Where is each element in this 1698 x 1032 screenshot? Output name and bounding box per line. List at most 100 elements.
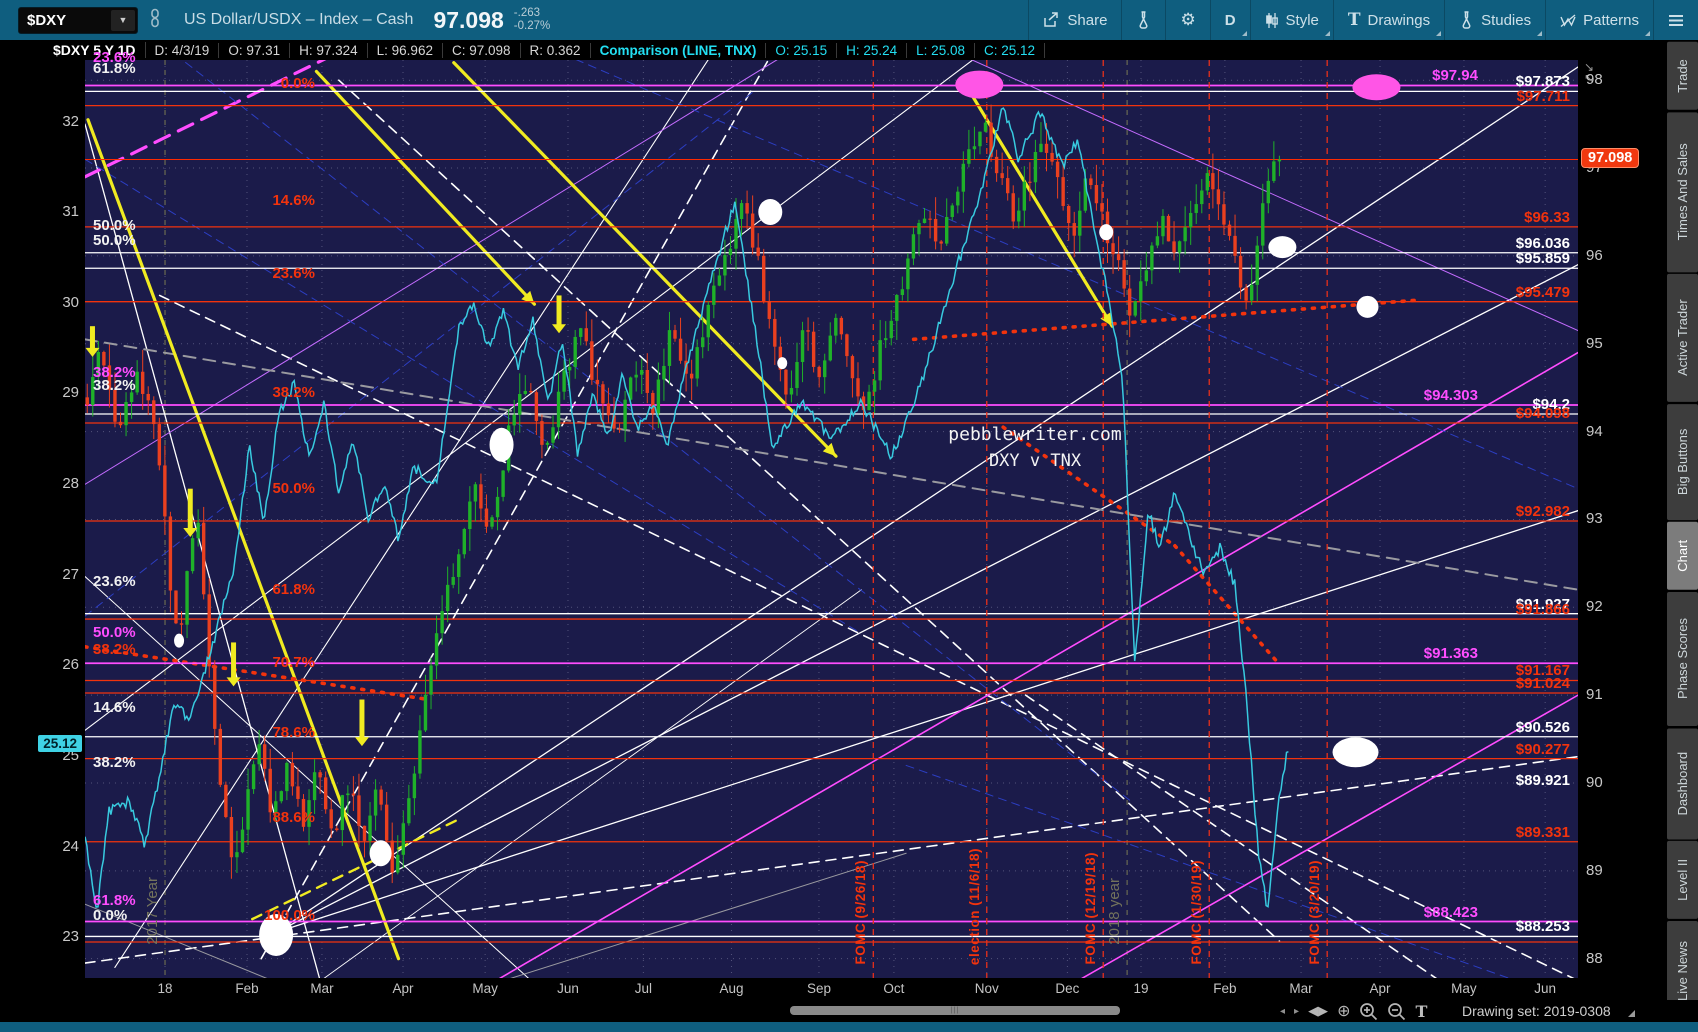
studies-flask-icon (1459, 11, 1474, 29)
dropdown-corner-icon (1324, 31, 1330, 36)
strategies-button[interactable] (1121, 0, 1165, 40)
tab-active-trader[interactable]: Active Trader (1667, 274, 1698, 402)
patterns-button[interactable]: Patterns (1545, 0, 1653, 40)
left-axis-tick: 23 (62, 928, 79, 946)
annotation-ellipse (758, 198, 783, 225)
tab-chart[interactable]: Chart (1667, 522, 1698, 590)
ohlc-field: R: 0.362 (521, 42, 591, 58)
ohlc-field: O: 97.31 (219, 42, 291, 58)
month-label: 19 (1133, 981, 1149, 996)
tab-trade[interactable]: Trade (1667, 42, 1698, 110)
left-axis-tick: 27 (62, 565, 79, 583)
drawing-set-corner-icon (1628, 1010, 1635, 1017)
step-right-icon[interactable]: ▸ (1294, 1005, 1300, 1017)
left-axis-tick: 32 (62, 112, 79, 130)
patterns-label: Patterns (1583, 11, 1639, 29)
studies-label: Studies (1481, 11, 1532, 29)
right-axis-tick: 90 (1586, 773, 1603, 791)
right-price-axis[interactable]: ↘↖ 989796959493929190898897.098 (1578, 60, 1667, 978)
annotation-ellipse (1099, 224, 1114, 241)
left-axis-tick: 29 (62, 384, 79, 402)
zoom-out-icon[interactable] (1387, 1002, 1406, 1021)
link-icon[interactable] (148, 8, 162, 33)
annotation-ellipse (955, 70, 1004, 99)
annotation-ellipse (1352, 74, 1401, 101)
change-pct: -0.27% (513, 20, 551, 32)
style-button[interactable]: Style (1249, 0, 1333, 40)
tab-times-and-sales[interactable]: Times And Sales (1667, 111, 1698, 273)
annotation-ellipse (489, 427, 514, 462)
text-tool-icon: T (1347, 10, 1361, 30)
studies-button[interactable]: Studies (1444, 0, 1545, 40)
instrument-title: US Dollar/USDX – Index – Cash (184, 11, 414, 28)
comparison-field: H: 25.24 (837, 42, 908, 58)
comparison-study-label[interactable]: Comparison (LINE, TNX) (591, 42, 767, 58)
bottom-toolbar: ||| ◂ ▸ ◀▶ ⊕ T Drawing set: 2019-0308 (0, 1000, 1698, 1022)
month-label: Jun (1534, 981, 1557, 996)
interval-label: D (1224, 11, 1236, 29)
interval-button[interactable]: D (1209, 0, 1250, 40)
share-label: Share (1067, 11, 1108, 29)
right-axis-tick: 92 (1586, 598, 1603, 616)
chart-drawing-surface[interactable] (85, 60, 1578, 978)
change-abs: -.263 (513, 7, 541, 19)
month-label: Jun (557, 981, 579, 996)
month-label: Jul (634, 981, 652, 996)
crosshair-pan-icon[interactable]: ⊕ (1337, 1003, 1351, 1020)
month-label: 18 (157, 981, 173, 996)
annotation-ellipse (174, 633, 185, 648)
right-axis-tick: 98 (1586, 71, 1603, 89)
dropdown-corner-icon (1436, 31, 1442, 36)
chart-header: $DXY 5 Y 1D D: 4/3/19 O: 97.31 H: 97.324 L:… (0, 40, 1667, 60)
annotation-ellipse (259, 913, 294, 956)
left-price-axis[interactable]: 32 31 30 29 28 27 26 25 24 23 25.12 (0, 60, 85, 978)
drawing-set-selector[interactable]: Drawing set: 2019-0308 (1462, 1003, 1611, 1019)
patterns-icon (1560, 13, 1576, 28)
right-axis-tick: 96 (1586, 246, 1603, 264)
zoom-in-icon[interactable] (1359, 1002, 1378, 1021)
month-label: Apr (1369, 981, 1391, 996)
comparison-field: L: 25.08 (907, 42, 975, 58)
menu-button[interactable] (1653, 0, 1698, 40)
month-label: Feb (1213, 981, 1237, 996)
step-left-icon[interactable]: ◂ (1280, 1005, 1286, 1017)
scrollbar-grip-icon[interactable]: ||| (950, 1007, 960, 1014)
gear-icon: ⚙ (1180, 10, 1196, 29)
chart-canvas[interactable]: pebblewriter.com DXY v TNX $97.94 $97.873… (85, 49, 1578, 978)
annotation-ellipse (369, 840, 392, 867)
tab-level-ii[interactable]: Level II (1667, 841, 1698, 919)
tab-dashboard[interactable]: Dashboard (1667, 727, 1698, 840)
annotation-ellipse (1332, 737, 1379, 768)
share-button[interactable]: Share (1028, 0, 1121, 40)
time-axis[interactable]: 18 Feb Mar Apr May Jun Jul Aug Sep Oct Nov Dec 19 Feb… (0, 978, 1667, 1000)
tab-phase-scores[interactable]: Phase Scores (1667, 591, 1698, 726)
right-axis-tick: 89 (1586, 861, 1603, 879)
axis-pan-icon[interactable]: ↘ ↖ (1584, 60, 1595, 85)
ohlc-fields: D: 4/3/19 O: 97.31 H: 97.324 L: 96.962 C: 97… (146, 42, 591, 58)
symbol-dropdown-button[interactable]: ▼ (111, 9, 135, 31)
dropdown-corner-icon (1645, 31, 1650, 36)
month-label: Mar (1289, 981, 1313, 996)
right-axis-tick: 95 (1586, 334, 1603, 352)
flask-icon (1136, 11, 1151, 29)
horizontal-scrollbar[interactable]: ||| (790, 1006, 1120, 1015)
tab-big-buttons[interactable]: Big Buttons (1667, 403, 1698, 520)
settings-button[interactable]: ⚙ (1165, 0, 1209, 40)
symbol-input[interactable]: $DXY ▼ (18, 6, 138, 34)
toolbar-buttons: Share ⚙ D Style T Drawings (1028, 0, 1698, 40)
month-label: Feb (235, 981, 259, 996)
pan-horizontal-icon[interactable]: ◀▶ (1308, 1003, 1329, 1018)
text-note-icon[interactable]: T (1415, 1001, 1428, 1021)
left-axis-tick: 31 (62, 203, 79, 221)
price-change: -.263 -0.27% (514, 7, 550, 33)
ohlc-field: L: 96.962 (368, 42, 443, 58)
hamburger-icon (1668, 14, 1684, 27)
symbol-value: $DXY (27, 11, 67, 29)
drawings-button[interactable]: T Drawings (1332, 0, 1444, 40)
chart-symbol-timeframe: $DXY 5 Y 1D (44, 42, 146, 58)
window-bottom-edge (0, 1022, 1698, 1032)
dropdown-corner-icon (1537, 31, 1543, 36)
left-axis-tick: 24 (62, 837, 79, 855)
left-axis-tick: 26 (62, 656, 79, 674)
